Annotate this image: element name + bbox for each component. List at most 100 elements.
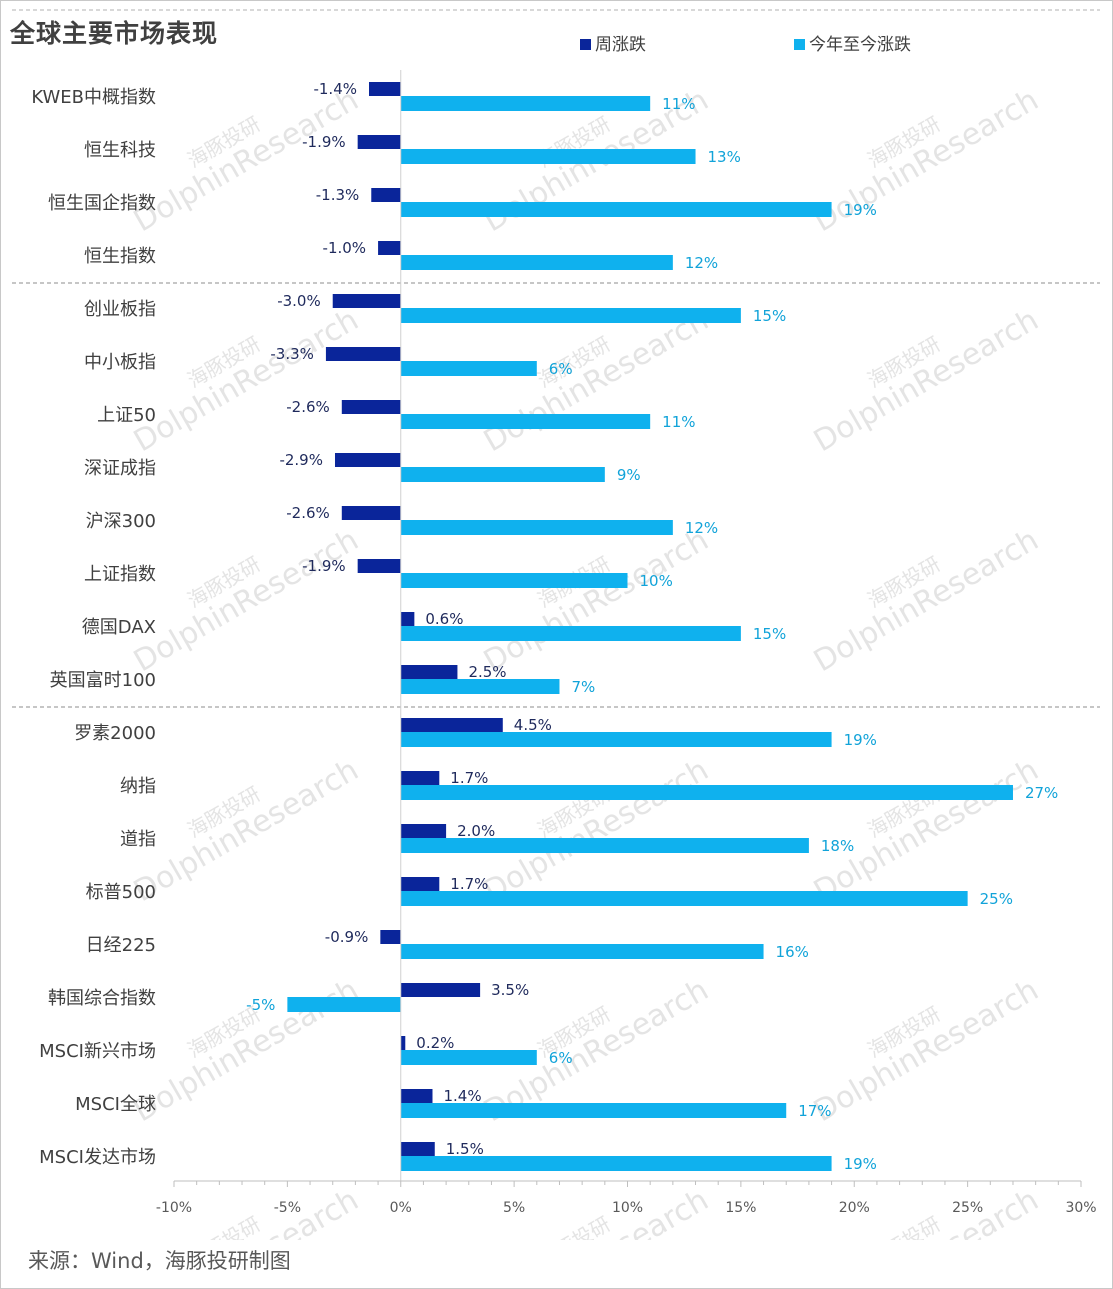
group-dividers <box>12 9 1100 708</box>
category-label: MSCI发达市场 <box>39 1147 156 1168</box>
bar-weekly <box>371 188 401 202</box>
data-label-ytd: 27% <box>1025 784 1058 802</box>
bar-weekly <box>380 930 401 944</box>
watermark-cn-text: 海豚投研 <box>183 1212 264 1240</box>
bar-ytd <box>400 1050 537 1065</box>
data-label-ytd: 13% <box>708 148 741 166</box>
data-label-weekly: 2.5% <box>468 663 506 681</box>
bar-weekly <box>400 612 415 626</box>
bar-ytd <box>400 414 651 429</box>
data-label-ytd: 18% <box>821 837 854 855</box>
bar-weekly <box>378 241 401 255</box>
data-label-ytd: 25% <box>980 890 1013 908</box>
bar-weekly <box>369 82 401 96</box>
data-label-ytd: 6% <box>549 1049 573 1067</box>
x-tick-label: 25% <box>952 1200 983 1216</box>
data-label-ytd: 7% <box>571 678 595 696</box>
data-label-weekly: 0.2% <box>416 1034 454 1052</box>
bar-ytd <box>400 308 741 323</box>
bar-ytd <box>400 520 673 535</box>
bar-weekly <box>400 1036 406 1050</box>
bar-weekly <box>400 877 440 891</box>
data-label-ytd: 19% <box>844 1155 877 1173</box>
category-label: 恒生科技 <box>84 140 156 161</box>
data-label-weekly: 1.4% <box>443 1087 481 1105</box>
source-note: 来源：Wind，海豚投研制图 <box>28 1249 291 1273</box>
legend-swatch-ytd <box>794 39 805 50</box>
watermark-en-text: DolphinResearch <box>808 522 1044 679</box>
data-label-weekly: 3.5% <box>491 981 529 999</box>
watermark-cn-text: 海豚投研 <box>533 1212 614 1240</box>
bar-weekly <box>341 400 401 414</box>
data-label-ytd: 12% <box>685 519 718 537</box>
data-label-ytd: 11% <box>662 413 695 431</box>
data-label-weekly: 1.7% <box>450 875 488 893</box>
category-label: 恒生指数 <box>84 246 156 267</box>
x-tick-label: 10% <box>612 1200 643 1216</box>
data-label-weekly: -1.9% <box>302 133 346 151</box>
category-label: 深证成指 <box>84 458 156 479</box>
data-label-ytd: 10% <box>640 572 673 590</box>
category-label: 沪深300 <box>86 511 156 532</box>
bar-ytd <box>400 573 628 588</box>
bar-weekly <box>334 453 401 467</box>
data-label-weekly: -1.3% <box>316 186 360 204</box>
category-label: 中小板指 <box>84 352 156 373</box>
category-label: 英国富时100 <box>50 670 156 691</box>
bar-ytd <box>400 96 651 111</box>
bar-weekly <box>400 1142 435 1156</box>
bar-ytd <box>400 891 968 906</box>
watermark-en-text: DolphinResearch <box>808 302 1044 459</box>
x-tick-label: 0% <box>390 1200 412 1216</box>
x-tick-label: 5% <box>503 1200 525 1216</box>
x-tick-label: -5% <box>274 1200 301 1216</box>
data-label-weekly: -3.0% <box>277 292 321 310</box>
data-label-ytd: 15% <box>753 307 786 325</box>
category-label: KWEB中概指数 <box>31 87 156 108</box>
legend-label-ytd: 今年至今涨跌 <box>809 35 911 55</box>
bar-weekly <box>357 559 401 573</box>
x-tick-label: -10% <box>156 1200 192 1216</box>
data-label-ytd: 15% <box>753 625 786 643</box>
category-label: 罗素2000 <box>74 723 156 744</box>
category-label: 创业板指 <box>84 299 156 320</box>
data-label-ytd: 12% <box>685 254 718 272</box>
bar-weekly <box>341 506 401 520</box>
bar-ytd <box>400 1103 787 1118</box>
bar-ytd <box>400 785 1013 800</box>
category-label: 纳指 <box>120 776 156 797</box>
data-label-weekly: -1.0% <box>323 239 367 257</box>
watermark-en-text: DolphinResearch <box>478 752 714 909</box>
category-label: 日经225 <box>86 935 156 956</box>
data-label-ytd: -5% <box>246 996 275 1014</box>
data-label-weekly: -3.3% <box>270 345 314 363</box>
category-label: MSCI新兴市场 <box>39 1041 156 1062</box>
data-label-ytd: 17% <box>798 1102 831 1120</box>
data-label-weekly: 2.0% <box>457 822 495 840</box>
category-label: 道指 <box>120 829 156 850</box>
data-label-ytd: 11% <box>662 95 695 113</box>
bar-ytd <box>400 838 809 853</box>
bar-weekly <box>400 771 440 785</box>
category-label: 恒生国企指数 <box>48 193 156 214</box>
bar-ytd <box>400 626 741 641</box>
x-tick-label: 15% <box>725 1200 756 1216</box>
bar-ytd <box>400 944 764 959</box>
category-label: 韩国综合指数 <box>48 988 156 1009</box>
bar-ytd <box>400 1156 832 1171</box>
category-label: 德国DAX <box>82 617 156 638</box>
bar-ytd <box>400 202 832 217</box>
data-label-weekly: 1.5% <box>446 1140 484 1158</box>
bar-ytd <box>287 997 401 1012</box>
data-label-weekly: -1.4% <box>313 80 357 98</box>
data-label-weekly: 0.6% <box>425 610 463 628</box>
